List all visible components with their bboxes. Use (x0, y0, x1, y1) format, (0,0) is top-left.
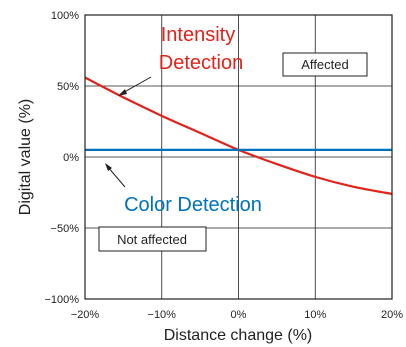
intensity-arrow (118, 76, 152, 96)
x-tick-label: −10% (148, 309, 177, 321)
y-tick-label: 50% (57, 81, 79, 93)
x-tick-label: 10% (304, 309, 326, 321)
y-axis-title: Digital value (%) (17, 99, 34, 215)
intensity-detection-label-line2: Detection (159, 52, 244, 74)
plot-frame (84, 14, 393, 300)
color-arrow (105, 163, 126, 188)
affected-label: Affected (301, 57, 348, 72)
x-tick-label: −20% (71, 309, 100, 321)
x-tick-labels: −20% −10% 0% 10% 20% (71, 309, 403, 321)
y-tick-label: −50% (51, 223, 80, 235)
series-layer (85, 76, 392, 196)
y-tick-label: 100% (51, 10, 79, 22)
intensity-detection-label-line1: Intensity (161, 24, 235, 46)
y-tick-label: 0% (63, 152, 79, 164)
x-tick-label: 20% (381, 309, 403, 321)
y-tick-labels: 100% 50% 0% −50% −100% (44, 10, 79, 306)
affected-box: Affected (282, 52, 368, 77)
x-tick-label: 0% (231, 309, 247, 321)
not-affected-box: Not affected (98, 226, 207, 252)
not-affected-label: Not affected (117, 232, 187, 247)
y-tick-label: −100% (44, 294, 79, 306)
x-axis-title: Distance change (%) (164, 327, 313, 344)
color-detection-label: Color Detection (124, 194, 262, 216)
